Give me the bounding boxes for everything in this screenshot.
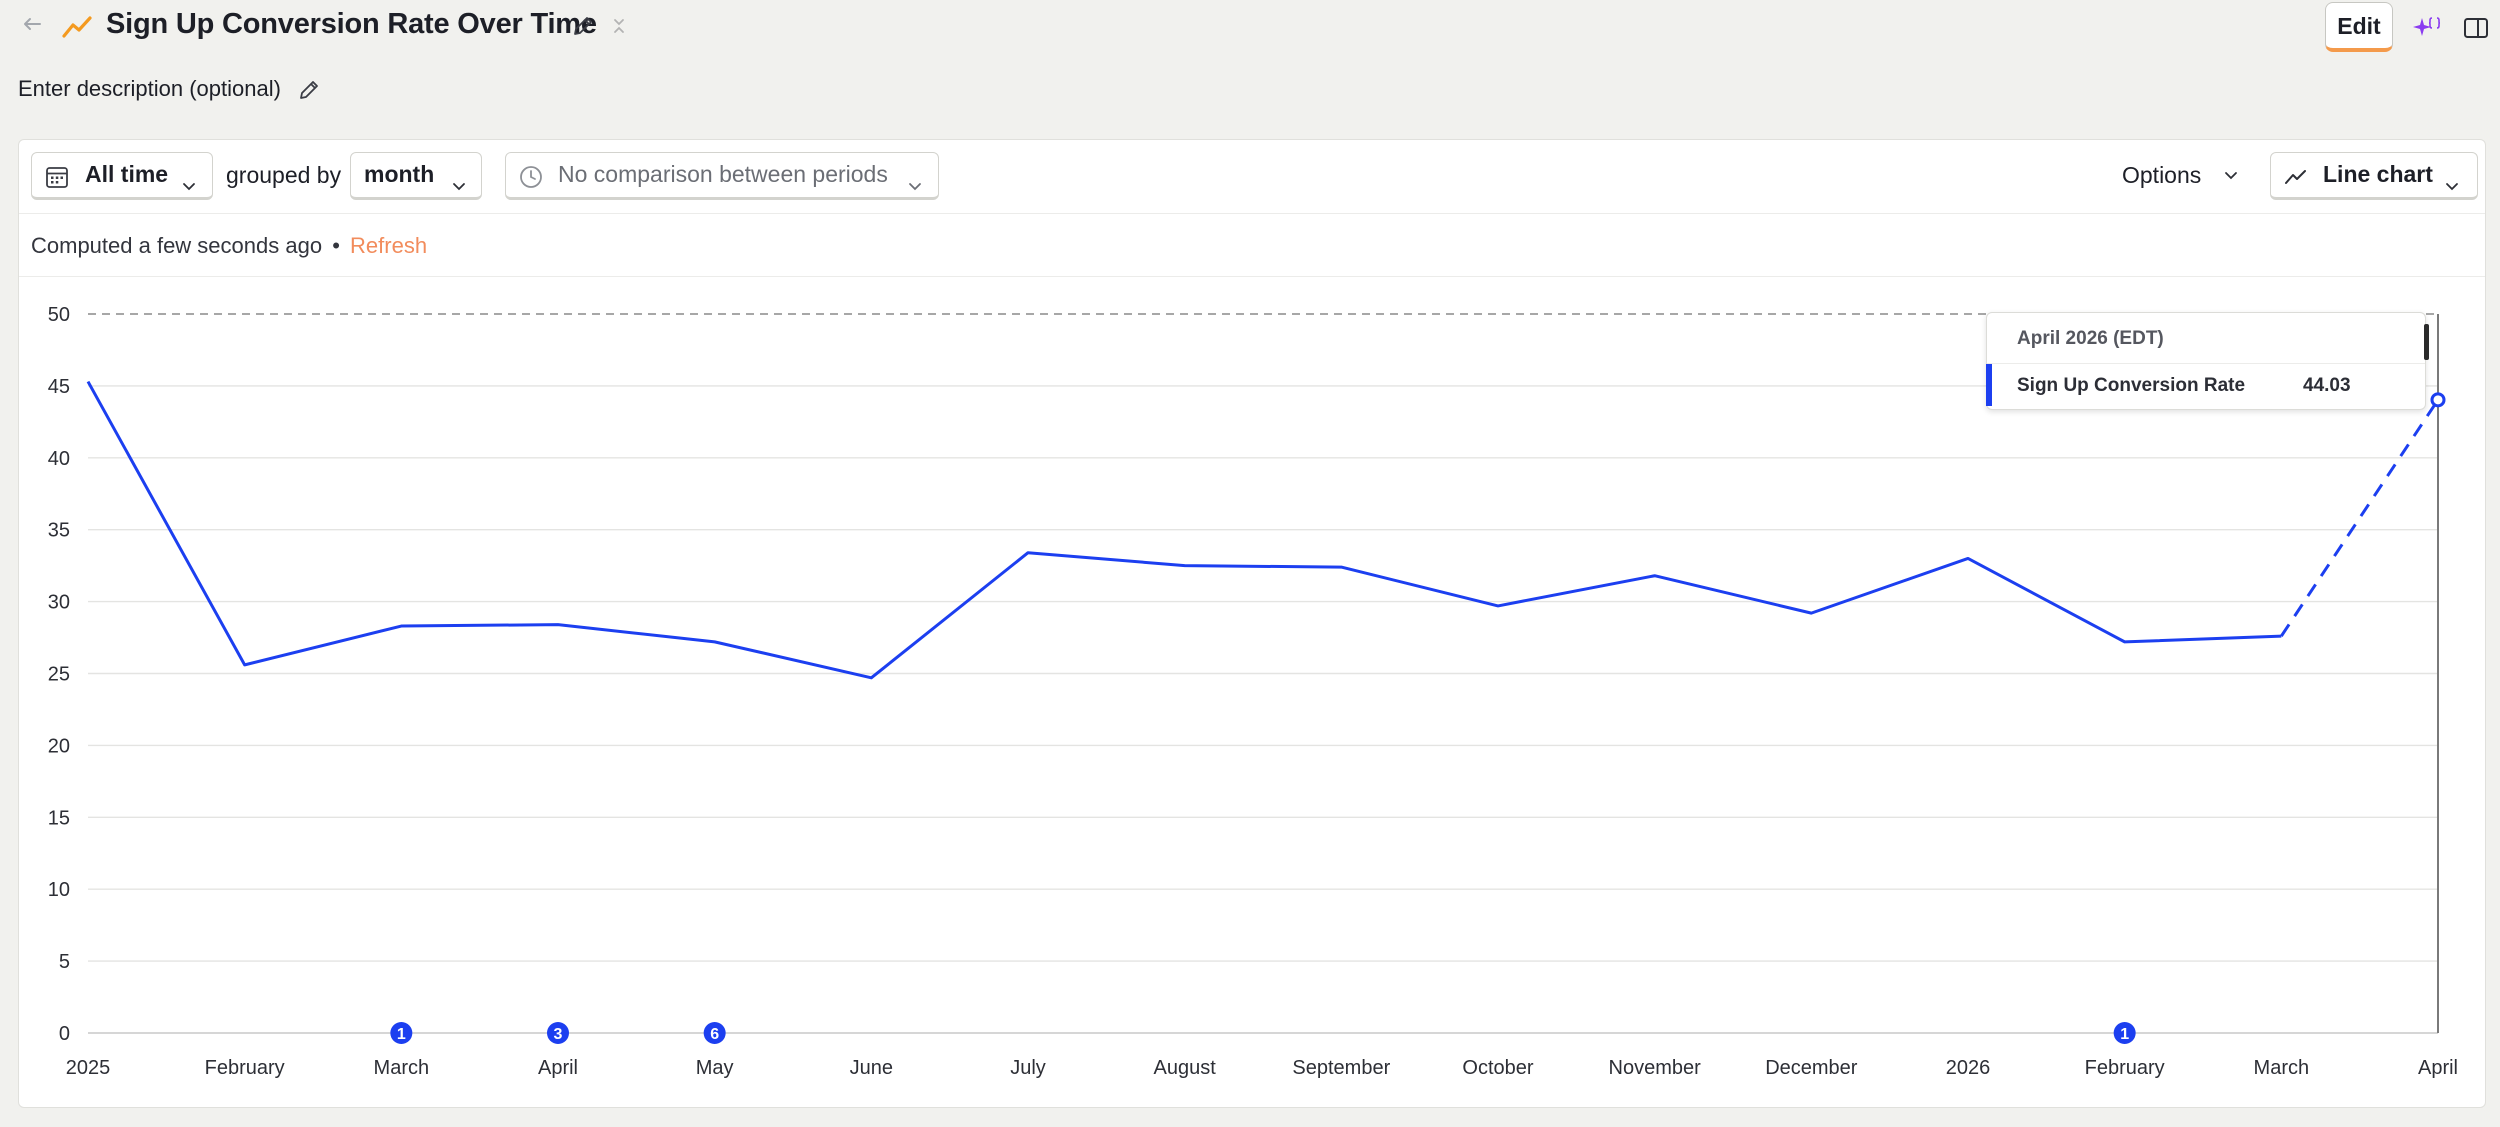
x-tick-label: December xyxy=(1765,1057,1858,1079)
options-label: Options xyxy=(2122,162,2202,188)
tooltip-series-name: Sign Up Conversion Rate xyxy=(2017,375,2246,396)
annotation-count: 1 xyxy=(2120,1026,2129,1043)
series-line-incomplete xyxy=(2280,399,2440,637)
line-chart-icon xyxy=(60,12,94,42)
comparison-select[interactable]: No comparison between periods xyxy=(505,152,939,200)
calendar-icon xyxy=(44,161,70,188)
computed-status: Computed a few seconds ago • Refresh xyxy=(31,233,427,259)
data-point xyxy=(2430,392,2446,408)
annotation-count: 6 xyxy=(710,1026,719,1043)
chevron-down-icon xyxy=(450,166,468,191)
interval-select[interactable]: month xyxy=(350,152,482,200)
y-tick-label: 40 xyxy=(48,448,70,470)
back-arrow-icon[interactable] xyxy=(18,10,46,38)
x-tick-label: September xyxy=(1292,1057,1390,1079)
chart-type-label: Line chart xyxy=(2323,161,2433,187)
page-title: Sign Up Conversion Rate Over Time xyxy=(106,8,597,40)
y-tick-label: 0 xyxy=(59,1023,70,1045)
tooltip-series-value: 44.03 xyxy=(2303,375,2351,396)
filter-bar: All time grouped by month No comparison … xyxy=(19,140,2485,214)
tooltip-header: April 2026 (EDT) xyxy=(2017,328,2164,349)
chart-tooltip: April 2026 (EDT) Sign Up Conversion Rate… xyxy=(1986,312,2426,410)
y-tick-label: 35 xyxy=(48,520,70,542)
annotation-badge xyxy=(703,1022,726,1044)
y-tick-label: 15 xyxy=(48,807,70,829)
refresh-link[interactable]: Refresh xyxy=(350,233,428,258)
x-tick-label: 2025 xyxy=(66,1057,111,1079)
line-chart-icon xyxy=(2283,161,2309,187)
pencil-icon[interactable] xyxy=(570,13,596,39)
chevron-down-icon xyxy=(906,166,924,191)
tooltip-series-color xyxy=(1986,364,1992,406)
annotation-badge xyxy=(2113,1022,2136,1044)
grouped-by-label: grouped by xyxy=(226,162,342,188)
series-line xyxy=(86,380,2282,680)
x-tick-label: August xyxy=(1154,1057,1217,1079)
chevron-down-icon xyxy=(2222,163,2240,190)
interval-label: month xyxy=(364,161,435,187)
y-tick-label: 10 xyxy=(48,879,70,901)
x-tick-label: November xyxy=(1609,1057,1702,1079)
x-tick-label: March xyxy=(2254,1057,2310,1079)
chevron-down-icon xyxy=(180,166,198,191)
y-tick-label: 45 xyxy=(48,376,70,398)
annotation-count: 3 xyxy=(554,1026,563,1043)
tooltip-divider xyxy=(1987,363,2425,364)
x-tick-label: May xyxy=(696,1057,734,1079)
status-separator: • xyxy=(332,233,340,258)
y-tick-label: 5 xyxy=(59,951,70,973)
options-button[interactable]: Options xyxy=(2122,162,2240,190)
x-tick-label: April xyxy=(2418,1057,2458,1079)
collapse-icon[interactable] xyxy=(608,15,630,37)
computed-text: Computed a few seconds ago xyxy=(31,233,323,258)
description-placeholder[interactable]: Enter description (optional) xyxy=(18,76,281,101)
chart-divider xyxy=(19,276,2485,277)
chevron-down-icon xyxy=(2443,166,2461,191)
clock-icon xyxy=(518,161,544,188)
ai-sparkle-icon[interactable] xyxy=(2410,12,2444,42)
y-tick-label: 50 xyxy=(48,304,70,326)
side-panel-icon[interactable] xyxy=(2463,16,2489,40)
comparison-label: No comparison between periods xyxy=(558,161,888,187)
x-tick-label: March xyxy=(374,1057,430,1079)
x-tick-label: October xyxy=(1462,1057,1533,1079)
x-tick-label: April xyxy=(538,1057,578,1079)
y-tick-label: 30 xyxy=(48,592,70,614)
x-tick-label: July xyxy=(1010,1057,1046,1079)
insight-card: All time grouped by month No comparison … xyxy=(18,139,2486,1108)
top-bar: Sign Up Conversion Rate Over Time Edit xyxy=(0,0,2500,56)
x-tick-label: June xyxy=(850,1057,893,1079)
x-tick-label: 2026 xyxy=(1946,1057,1991,1079)
y-tick-label: 25 xyxy=(48,664,70,686)
date-range-label: All time xyxy=(85,161,169,187)
annotation-count: 1 xyxy=(397,1026,406,1043)
annotation-badge xyxy=(547,1022,569,1044)
description-pencil-icon[interactable] xyxy=(296,77,322,103)
tooltip-edge xyxy=(2424,324,2429,360)
x-tick-label: February xyxy=(205,1057,285,1079)
chart-type-select[interactable]: Line chart xyxy=(2270,152,2478,200)
y-tick-label: 20 xyxy=(48,735,70,757)
date-range-button[interactable]: All time xyxy=(31,152,213,200)
x-tick-label: February xyxy=(2085,1057,2165,1079)
annotation-badge xyxy=(390,1022,413,1044)
edit-button[interactable]: Edit xyxy=(2325,2,2393,52)
